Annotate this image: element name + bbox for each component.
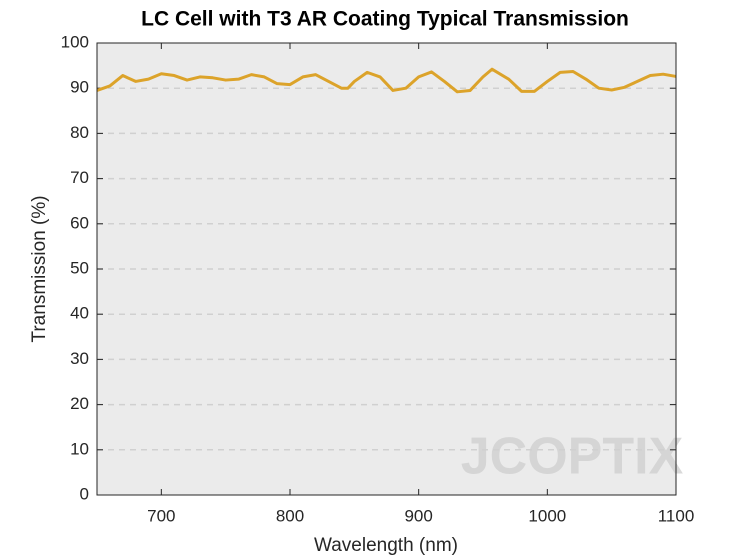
y-tick-label: 100 [61, 32, 89, 51]
x-tick-label: 700 [147, 506, 175, 525]
y-tick-label: 40 [70, 304, 89, 323]
y-tick-label: 60 [70, 213, 89, 232]
chart-title: LC Cell with T3 AR Coating Typical Trans… [141, 8, 629, 31]
x-tick-label: 800 [276, 506, 304, 525]
watermark: JCOPTIX [461, 428, 684, 486]
y-axis-label: Transmission (%) [29, 195, 50, 342]
y-tick-label: 70 [70, 168, 89, 187]
data-line [96, 67, 677, 94]
x-tick-label: 900 [404, 506, 432, 525]
y-tick-label: 50 [70, 258, 89, 277]
y-tick-label: 20 [70, 394, 89, 413]
x-axis-label: Wavelength (nm) [314, 535, 458, 556]
y-tick-label: 80 [70, 123, 89, 142]
axes-box [96, 42, 677, 496]
y-tick-label: 90 [70, 78, 89, 97]
y-tick-label: 10 [70, 439, 89, 458]
y-tick-label: 0 [80, 484, 89, 503]
x-tick-label: 1100 [658, 506, 695, 525]
x-tick-label: 1000 [528, 506, 566, 525]
y-tick-label: 30 [70, 349, 89, 368]
